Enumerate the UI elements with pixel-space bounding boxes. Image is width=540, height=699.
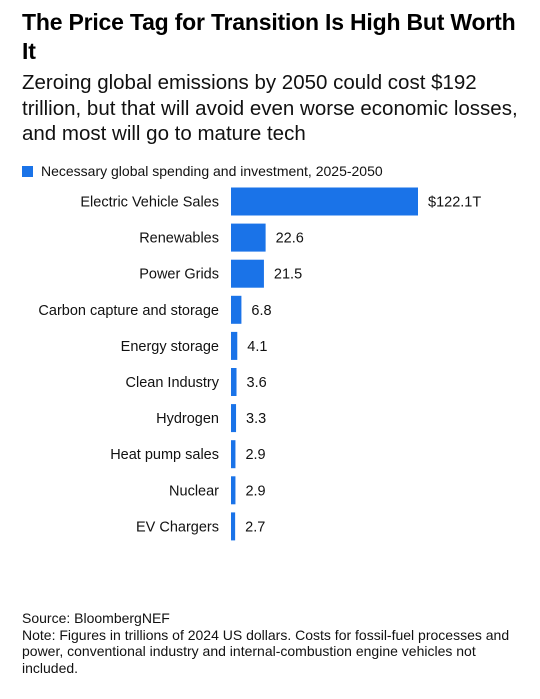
bar-ev-chargers	[231, 512, 236, 541]
bar-energy-storage	[231, 331, 238, 360]
methodology-note: Note: Figures in trillions of 2024 US do…	[22, 626, 510, 676]
bar-electric-vehicle-sales	[231, 187, 418, 216]
value-label-heat-pump-sales: 2.9	[245, 447, 265, 463]
bar-clean-industry	[231, 368, 237, 396]
value-label-carbon-capture-and-storage: 6.8	[251, 303, 271, 319]
bar-carbon-capture-and-storage	[231, 295, 242, 324]
bar-power-grids	[231, 259, 264, 288]
value-label-power-grids: 21.5	[274, 267, 302, 283]
category-label-electric-vehicle-sales: Electric Vehicle Sales	[80, 195, 219, 211]
bar-heat-pump-sales	[231, 440, 236, 469]
chart-subtitle: Zeroing global emissions by 2050 could c…	[22, 71, 518, 145]
value-label-electric-vehicle-sales: $122.1T	[428, 195, 481, 211]
category-label-carbon-capture-and-storage: Carbon capture and storage	[38, 303, 219, 319]
value-label-ev-chargers: 2.7	[245, 519, 265, 535]
bar-nuclear	[231, 476, 236, 505]
category-label-heat-pump-sales: Heat pump sales	[110, 447, 219, 463]
value-label-renewables: 22.6	[276, 231, 304, 247]
bar-hydrogen	[231, 404, 237, 433]
value-label-hydrogen: 3.3	[246, 411, 266, 427]
category-label-nuclear: Nuclear	[169, 483, 219, 499]
category-label-energy-storage: Energy storage	[121, 339, 219, 355]
chart-title: The Price Tag for Transition Is High But…	[22, 9, 516, 64]
legend: Necessary global spending and investment…	[22, 162, 383, 180]
category-label-hydrogen: Hydrogen	[156, 411, 219, 427]
value-label-nuclear: 2.9	[245, 483, 265, 499]
legend-label: Necessary global spending and investment…	[41, 163, 383, 179]
bar-renewables	[231, 223, 266, 252]
category-label-power-grids: Power Grids	[139, 267, 219, 283]
category-label-ev-chargers: EV Chargers	[136, 519, 219, 535]
source-note: Source: BloombergNEF	[22, 610, 170, 626]
value-label-energy-storage: 4.1	[247, 339, 267, 355]
bar-chart: Electric Vehicle Sales $122.1T Renewables 2…	[38, 187, 481, 541]
value-label-clean-industry: 3.6	[247, 375, 267, 391]
legend-swatch	[22, 165, 33, 177]
footer: Source: BloombergNEF Note: Figures in tr…	[22, 610, 522, 676]
category-label-renewables: Renewables	[139, 231, 219, 247]
category-label-clean-industry: Clean Industry	[126, 375, 220, 391]
